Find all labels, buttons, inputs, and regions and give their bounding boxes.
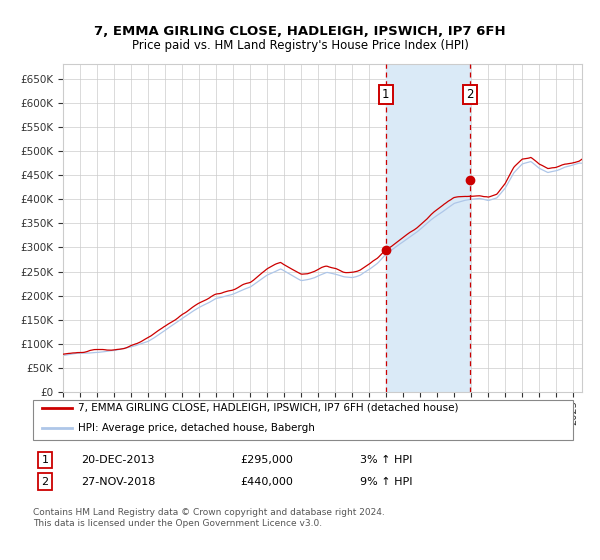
Bar bbox=[386, 64, 470, 392]
Text: 9% ↑ HPI: 9% ↑ HPI bbox=[360, 477, 413, 487]
Text: Price paid vs. HM Land Registry's House Price Index (HPI): Price paid vs. HM Land Registry's House … bbox=[131, 39, 469, 52]
Text: £440,000: £440,000 bbox=[240, 477, 293, 487]
Text: HPI: Average price, detached house, Babergh: HPI: Average price, detached house, Babe… bbox=[78, 423, 315, 433]
Text: 1: 1 bbox=[382, 88, 389, 101]
Text: 7, EMMA GIRLING CLOSE, HADLEIGH, IPSWICH, IP7 6FH (detached house): 7, EMMA GIRLING CLOSE, HADLEIGH, IPSWICH… bbox=[78, 403, 458, 413]
Text: 27-NOV-2018: 27-NOV-2018 bbox=[81, 477, 155, 487]
Text: 3% ↑ HPI: 3% ↑ HPI bbox=[360, 455, 412, 465]
Text: Contains HM Land Registry data © Crown copyright and database right 2024.
This d: Contains HM Land Registry data © Crown c… bbox=[33, 508, 385, 528]
Text: 20-DEC-2013: 20-DEC-2013 bbox=[81, 455, 155, 465]
Text: 7, EMMA GIRLING CLOSE, HADLEIGH, IPSWICH, IP7 6FH: 7, EMMA GIRLING CLOSE, HADLEIGH, IPSWICH… bbox=[94, 25, 506, 38]
Text: 2: 2 bbox=[41, 477, 49, 487]
Text: £295,000: £295,000 bbox=[240, 455, 293, 465]
Text: 1: 1 bbox=[41, 455, 49, 465]
Text: 2: 2 bbox=[466, 88, 473, 101]
